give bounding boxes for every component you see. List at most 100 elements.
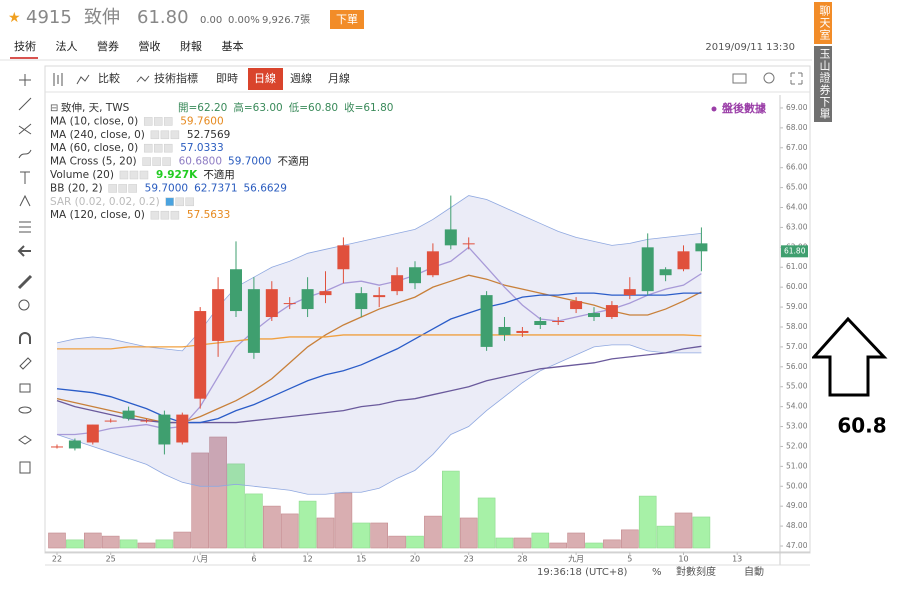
legend-readout: 59.7000 (145, 182, 188, 194)
candle-body (552, 321, 565, 323)
legend-name: MA (10, close, 0) (50, 115, 138, 127)
settings-icon[interactable] (763, 72, 775, 84)
magnet-tool[interactable] (19, 332, 31, 344)
trash-tool[interactable] (19, 461, 31, 474)
status-auto[interactable]: 自動 (744, 565, 764, 578)
after-hours: 盤後數據 (721, 101, 767, 115)
legend-control[interactable] (165, 197, 174, 207)
volume-bar (101, 535, 120, 549)
tab[interactable]: 技術 (14, 40, 36, 53)
indicator-icon[interactable] (136, 75, 150, 83)
annotation-layer: 60.8 (812, 316, 888, 435)
lock-tool[interactable] (19, 383, 31, 393)
drawing-tools (17, 74, 33, 474)
bb-edge (56, 344, 702, 495)
toolbar-weekly[interactable]: 週線 (290, 71, 312, 85)
volume-bar (585, 542, 603, 549)
order-button[interactable] (330, 10, 364, 29)
y-tick-label: 57.00 (786, 342, 808, 351)
legend-control[interactable] (119, 170, 129, 180)
legend-control[interactable] (108, 184, 117, 193)
legend-control[interactable] (152, 157, 161, 166)
fib-tool[interactable] (18, 123, 32, 135)
back-tool[interactable] (17, 245, 31, 257)
eye-tool[interactable] (18, 406, 32, 414)
volume-bar (262, 505, 281, 549)
candle-body (355, 293, 368, 310)
fullscreen-icon[interactable] (790, 72, 803, 85)
change-pct: 0.00% (228, 15, 260, 26)
status-log[interactable]: 對數刻度 (676, 565, 716, 578)
forecast-tool[interactable] (19, 221, 31, 233)
daily-button[interactable] (248, 68, 283, 90)
legend-control[interactable] (170, 210, 180, 220)
chat-tab[interactable]: 聊天室 (814, 2, 832, 44)
tab[interactable]: 營收 (139, 39, 161, 53)
y-tick-label: 48.00 (786, 521, 808, 530)
volume-bar (459, 517, 478, 549)
brush-tool[interactable] (18, 149, 32, 159)
tab[interactable]: 財報 (180, 39, 202, 53)
star-icon[interactable]: ★ (8, 10, 21, 26)
broker-tab[interactable]: 玉山證券下單 (814, 46, 832, 122)
line-tool[interactable] (18, 97, 32, 111)
ruler-tool[interactable] (17, 274, 33, 290)
status-percent[interactable]: % (652, 567, 662, 578)
volume-bar (549, 542, 568, 549)
candle-body (86, 424, 99, 443)
legend-control[interactable] (153, 143, 163, 153)
toolbar-compare[interactable]: 比較 (98, 71, 120, 85)
legend-control[interactable] (163, 117, 173, 126)
tab[interactable]: 營券 (97, 39, 119, 53)
volume-bar (620, 529, 639, 549)
y-tick-label: 58.00 (786, 322, 808, 331)
crosshair-tool[interactable] (19, 74, 31, 86)
zoom-tool[interactable] (18, 299, 30, 311)
x-tick-label: 八月 (192, 555, 208, 564)
toolbar-indicators[interactable]: 技術指標 (154, 71, 198, 85)
camera-icon[interactable] (732, 73, 747, 84)
candle-icon[interactable] (53, 73, 63, 86)
legend-control[interactable] (150, 130, 160, 140)
legend-control[interactable] (129, 170, 139, 180)
candle-body (319, 291, 332, 296)
legend-control[interactable] (150, 210, 160, 220)
legend-control[interactable] (139, 170, 149, 180)
legend-control[interactable] (163, 143, 173, 153)
legend-control[interactable] (118, 184, 127, 193)
legend-control[interactable] (142, 157, 151, 166)
legend-control[interactable] (162, 157, 171, 166)
volume-bar (388, 535, 406, 549)
tab[interactable]: 基本 (222, 39, 244, 53)
candle-body (247, 289, 260, 353)
price: 61.80 (137, 7, 189, 28)
legend-control[interactable] (143, 117, 153, 126)
y-tick-label: 67.00 (786, 143, 808, 152)
text-tool[interactable] (20, 171, 30, 184)
legend-control[interactable] (153, 117, 163, 126)
legend-control[interactable] (170, 130, 180, 140)
volume: 9,926.7張 (262, 14, 310, 26)
legend-control[interactable] (185, 197, 194, 207)
x-tick-label: 12 (303, 555, 313, 564)
legend-control[interactable] (143, 143, 153, 153)
legend-readout: 62.7371 (194, 182, 237, 194)
compare-icon[interactable] (76, 74, 90, 85)
pattern-tool[interactable] (19, 194, 31, 207)
legend-ohlc-value: 高=63.00 (233, 101, 282, 114)
volume-bar (603, 539, 621, 549)
order-button-label[interactable]: 下單 (336, 13, 358, 26)
tab[interactable]: 法人 (56, 39, 78, 53)
toolbar-realtime[interactable]: 即時 (216, 72, 238, 85)
legend-control[interactable] (128, 184, 137, 193)
legend-readout: 60.6800 (179, 156, 222, 168)
volume-bar (638, 495, 657, 549)
legend-control[interactable] (175, 197, 184, 207)
legend-control[interactable] (160, 210, 170, 220)
legend-control[interactable] (160, 130, 170, 140)
toolbar-monthly[interactable]: 月線 (328, 71, 350, 85)
pencil-tool[interactable] (19, 357, 32, 370)
layers-tool[interactable] (18, 435, 32, 445)
toolbar-daily[interactable]: 日線 (254, 71, 276, 85)
